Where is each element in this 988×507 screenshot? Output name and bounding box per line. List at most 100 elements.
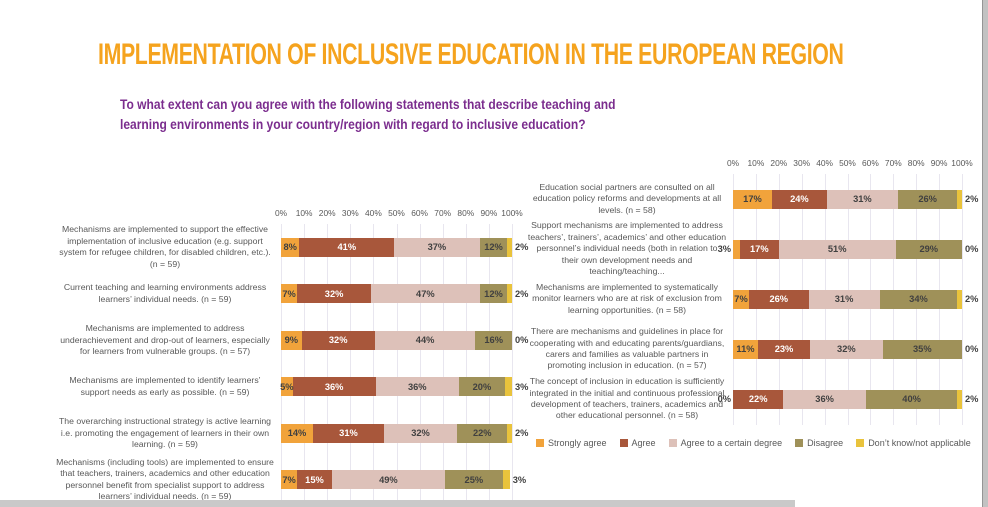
gridline (373, 224, 375, 504)
axis-tick: 50% (388, 208, 405, 218)
data-label: 22% (748, 394, 768, 404)
segment-agree: 32% (301, 330, 375, 350)
bar-area: 0% 22% 36% 40% 2% (718, 389, 978, 409)
category-label: Mechanisms are implemented to identify l… (69, 375, 261, 397)
segment-strongly-agree: 3% (718, 239, 740, 259)
chart-legend: Strongly agree Agree Agree to a certain de… (536, 438, 978, 448)
gridline (281, 224, 282, 504)
data-label: 26% (918, 194, 937, 204)
chart-row: Mechanisms are implemented to address un… (56, 317, 528, 364)
axis-tick: 10% (295, 208, 313, 218)
gridline (396, 224, 398, 504)
axis-tick: 60% (411, 208, 428, 218)
data-label: 37% (427, 242, 447, 253)
chart-row: Education social partners are consulted … (527, 174, 979, 224)
segment-disagree: 22% (457, 423, 508, 443)
category-label: Mechanisms are implemented to systematic… (532, 281, 722, 315)
legend-item-disagree: Disagree (795, 438, 843, 448)
segment-agree-to-a-certain-degree: 36% (783, 389, 866, 409)
bar-area: 7% 15% 49% 25% 3% (281, 470, 526, 490)
chart-row: Mechanisms are implemented to identify l… (56, 364, 528, 411)
segment-agree: 41% (299, 237, 395, 257)
stacked-bar: 0% 22% 36% 40% (718, 389, 962, 409)
axis-tick: 0% (726, 158, 740, 168)
chart-row: Mechanisms are implemented to systematic… (527, 274, 978, 324)
data-label: 31% (834, 294, 854, 304)
data-label: 29% (919, 244, 939, 254)
segment-agree: 15% (297, 470, 332, 490)
data-label-dont-know: 2% (965, 394, 979, 404)
segment-strongly-agree: 9% (281, 330, 302, 350)
category-label: Mechanisms (including tools) are impleme… (56, 456, 274, 502)
segment-don-t-know-not-applicable (957, 189, 962, 209)
segment-disagree: 26% (897, 189, 958, 209)
data-label: 7% (282, 474, 296, 485)
category-label: The concept of inclusion in education is… (529, 376, 725, 421)
segment-agree-to-a-certain-degree: 37% (394, 237, 480, 257)
data-label: 16% (484, 335, 503, 346)
chart-rows: Mechanisms are implemented to support th… (56, 224, 529, 503)
segment-agree-to-a-certain-degree: 49% (331, 470, 445, 490)
data-label: 36% (815, 394, 834, 404)
axis-tick: 90% (930, 158, 948, 168)
legend-label: Agree (631, 438, 656, 448)
segment-agree-to-a-certain-degree: 32% (383, 423, 458, 443)
axis-tick: 70% (434, 208, 452, 218)
segment-agree-to-a-certain-degree: 47% (371, 284, 480, 304)
legend-swatch-icon (619, 439, 628, 447)
bar-area: 5% 36% 36% 20% 3% (280, 377, 528, 397)
segment-agree: 31% (313, 423, 384, 443)
gridline (442, 224, 444, 504)
segment-agree: 17% (739, 239, 779, 259)
stacked-bar: 3% 17% 51% 29% (718, 239, 962, 259)
bar-area: 17% 24% 31% 26% 2% (733, 189, 978, 209)
data-label: 7% (734, 294, 748, 304)
data-label: 26% (769, 294, 789, 304)
data-label-dont-know: 2% (515, 428, 529, 439)
data-label: 36% (407, 381, 427, 392)
gridline (962, 174, 963, 425)
data-label-dont-know: 0% (965, 344, 979, 354)
data-label: 12% (484, 242, 503, 253)
stacked-bar: 9% 32% 44% 16% (281, 330, 512, 350)
axis-tick: 80% (907, 158, 925, 168)
segment-don-t-know-not-applicable (507, 284, 512, 304)
segment-agree: 23% (757, 339, 811, 359)
chart-row: Support mechanisms are implemented to ad… (527, 220, 979, 276)
axis-tick: 60% (862, 158, 879, 168)
chart-row: There are mechanisms and guidelines in p… (527, 324, 979, 374)
stacked-bar: 5% 36% 36% 20% (280, 377, 512, 397)
legend-swatch-icon (668, 439, 677, 447)
chart-rows: Education social partners are consulted … (527, 174, 979, 424)
segment-strongly-agree: 8% (281, 237, 300, 257)
legend-item-strongly-agree: Strongly agree (536, 438, 607, 448)
chart-row: Current teaching and learning environmen… (56, 271, 529, 318)
chart-policy-and-support: 0% 10% 20% 30% 40% 50% 60% 70% 80% 90% 100% Educat… (527, 158, 979, 425)
stacked-bar: 17% 24% 31% 26% (733, 189, 962, 209)
segment-agree: 32% (297, 284, 372, 304)
segment-agree-to-a-certain-degree: 36% (375, 377, 459, 397)
axis-tick: 10% (747, 158, 765, 168)
legend-swatch-icon (856, 439, 865, 447)
legend-label: Don’t know/not applicable (868, 438, 971, 448)
segment-agree: 26% (749, 289, 809, 309)
axis-tick: 90% (480, 208, 498, 218)
bar-area: 11% 23% 32% 35% 0% (733, 339, 978, 359)
segment-disagree: 16% (475, 330, 512, 350)
segment-agree-to-a-certain-degree: 32% (810, 339, 883, 359)
segment-agree: 36% (292, 377, 376, 397)
gridline (419, 224, 421, 504)
segment-strongly-agree: 11% (733, 339, 758, 359)
data-label: 5% (280, 381, 294, 392)
segment-don-t-know-not-applicable (507, 423, 512, 443)
data-label: 49% (379, 474, 398, 485)
category-label: Education social partners are consulted … (532, 181, 722, 215)
data-label: 17% (750, 244, 769, 254)
data-label: 24% (790, 194, 809, 204)
segment-disagree: 25% (444, 470, 503, 490)
data-label: 0% (717, 394, 731, 404)
data-label: 32% (837, 344, 856, 354)
legend-swatch-icon (795, 439, 804, 447)
data-label: 36% (324, 381, 344, 392)
axis-tick: 40% (365, 208, 382, 218)
